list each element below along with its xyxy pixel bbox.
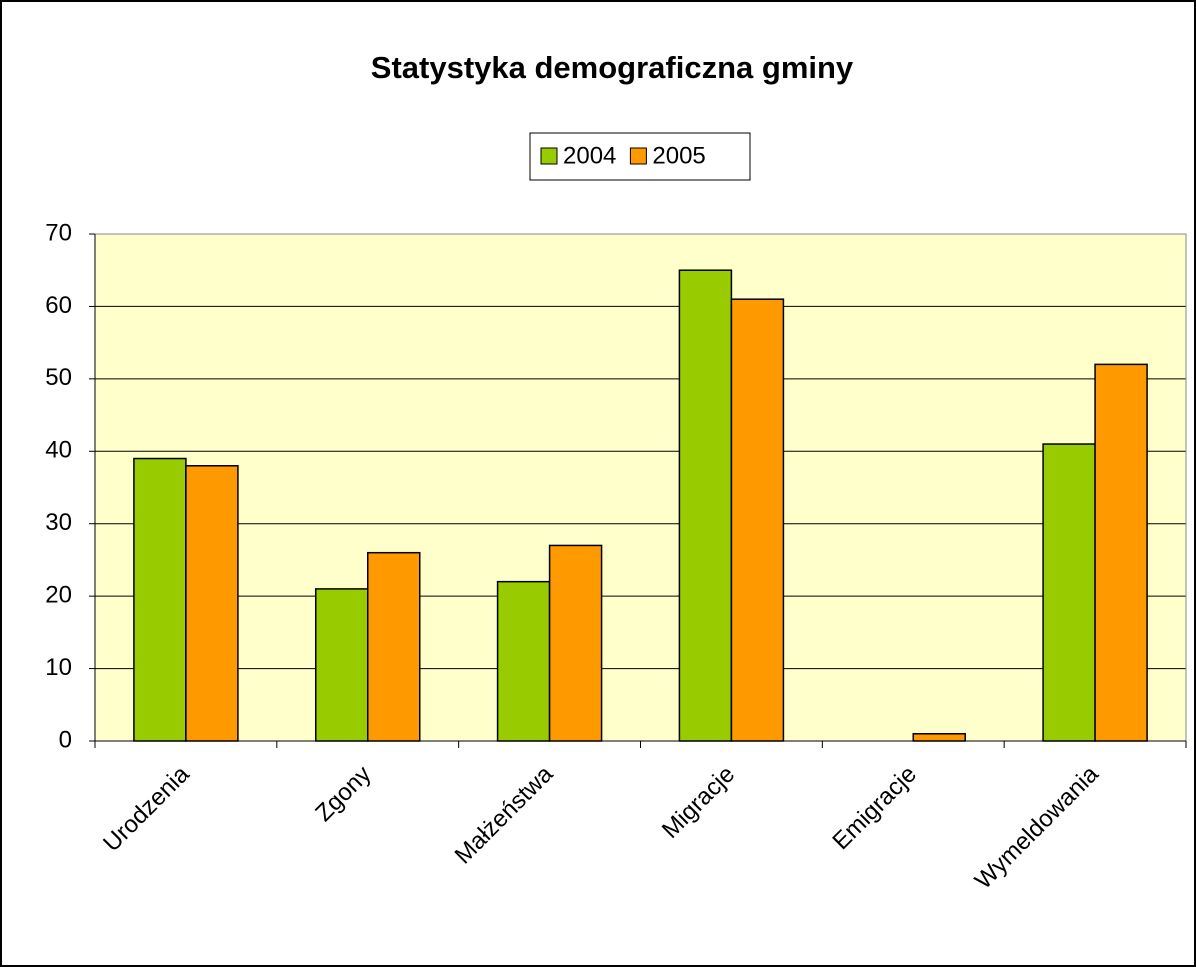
bar (1042, 443, 1096, 742)
bar (496, 580, 551, 742)
y-tick-label: 30 (45, 509, 72, 536)
bar (133, 457, 187, 742)
y-tick-label: 60 (45, 292, 72, 319)
legend-swatch (540, 147, 558, 165)
bar (367, 551, 421, 742)
legend-swatch (629, 147, 647, 165)
y-tick-label: 20 (45, 581, 72, 608)
bar (730, 298, 785, 742)
y-tick-label: 40 (45, 437, 72, 464)
bar (315, 588, 369, 742)
y-tick-label: 50 (45, 364, 72, 391)
plot-area (95, 234, 1186, 741)
bar (1094, 363, 1148, 742)
legend-label: 2005 (652, 142, 705, 169)
bar (678, 269, 733, 742)
y-tick-label: 0 (59, 726, 72, 753)
legend: 2004 2005 (529, 132, 751, 181)
y-tick-label: 10 (45, 654, 72, 681)
legend-label: 2004 (563, 142, 616, 169)
bar (912, 733, 966, 742)
bar (548, 544, 603, 742)
chart-title: Statystyka demograficzna gminy (371, 50, 854, 85)
y-tick-label: 70 (45, 219, 72, 246)
bar (185, 465, 239, 742)
